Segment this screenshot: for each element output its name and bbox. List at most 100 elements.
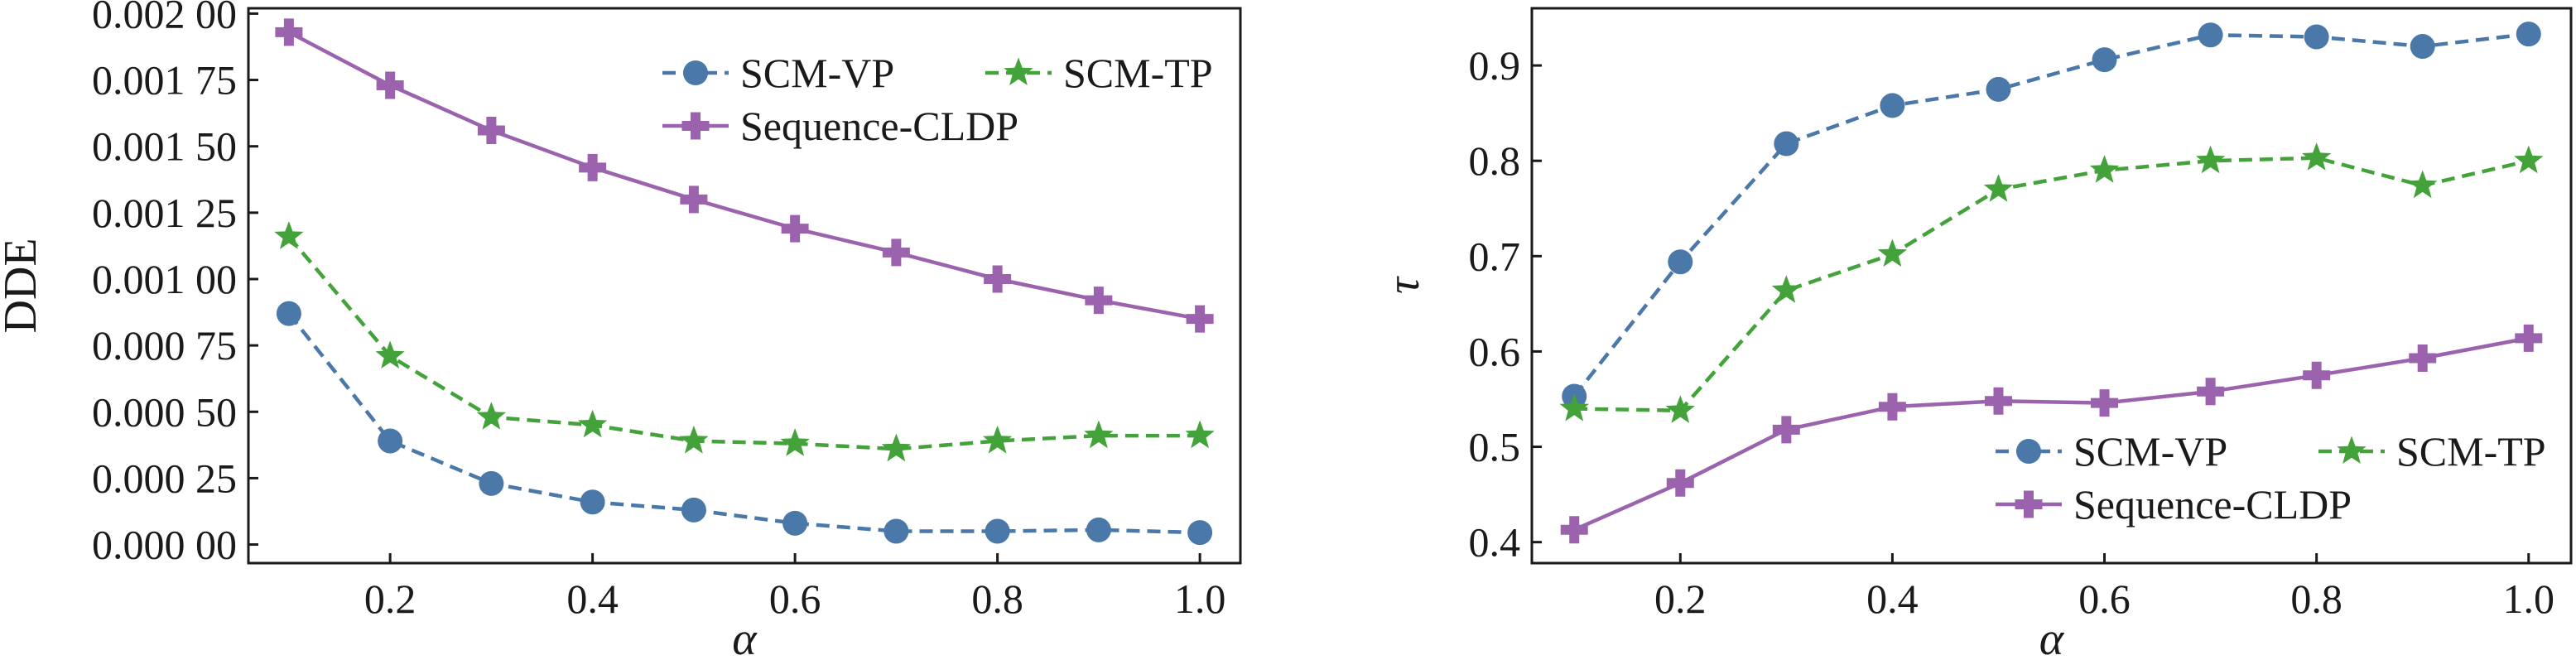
legend-label: Sequence-CLDP <box>740 103 1018 149</box>
data-point <box>1187 520 1213 546</box>
y-tick-label: 0.000 25 <box>92 455 237 501</box>
data-point <box>2092 47 2117 73</box>
y-tick-label: 0.001 00 <box>92 256 237 302</box>
y-axis-title: DDE <box>0 238 46 333</box>
data-point <box>1560 516 1588 544</box>
legend: SCM-VP SCM-TP Sequence-CLDP <box>662 50 1213 149</box>
series-line <box>1573 336 2530 532</box>
data-point <box>1185 420 1215 449</box>
data-point <box>679 425 709 454</box>
y-tick-label: 0.001 75 <box>92 57 237 104</box>
data-point <box>680 185 708 214</box>
data-point <box>982 425 1013 454</box>
data-point <box>1086 517 1111 542</box>
data-point <box>1666 469 1694 497</box>
data-point <box>2408 170 2438 199</box>
y-tick-label: 0.002 00 <box>92 0 237 36</box>
data-point <box>1668 249 1693 275</box>
legend-marker <box>2016 439 2041 464</box>
x-tick-label: 0.2 <box>364 576 416 622</box>
legend-marker <box>2337 436 2367 464</box>
data-point <box>881 433 912 462</box>
data-point <box>1085 287 1113 315</box>
legend-marker <box>681 112 710 140</box>
data-point <box>275 18 303 46</box>
series-sequence-cldp <box>1560 324 2543 544</box>
legend-marker <box>1004 57 1033 85</box>
data-point <box>781 214 809 243</box>
series-scm-vp <box>1562 22 2541 409</box>
data-point <box>276 301 301 326</box>
legend-marker <box>2015 490 2043 518</box>
data-point <box>479 470 504 496</box>
data-point <box>2303 361 2331 389</box>
legend-label: SCM-TP <box>1063 50 1213 96</box>
legend-item: Sequence-CLDP <box>1996 481 2352 528</box>
plot-frame <box>1530 7 2573 565</box>
legend-item: Sequence-CLDP <box>662 103 1018 149</box>
y-tick-label: 0.8 <box>1469 137 1521 184</box>
chart-panel-1: 0.000 00 0.000 25 0.000 50 0.000 75 0.001 00… <box>0 0 1242 660</box>
data-point <box>884 518 909 544</box>
legend: SCM-VP SCM-TP Sequence-CLDP <box>1996 428 2546 528</box>
x-tick-label: 0.4 <box>1866 576 1919 622</box>
x-tick-label: 0.8 <box>2290 576 2342 622</box>
data-point <box>1880 93 1905 118</box>
y-tick-label: 0.6 <box>1469 328 1521 374</box>
data-point <box>2516 22 2541 47</box>
data-point <box>2197 378 2225 406</box>
x-axis-title: α <box>732 614 758 660</box>
data-point <box>2198 22 2223 48</box>
data-point <box>882 238 910 267</box>
series-line <box>1572 31 2530 397</box>
series-line <box>287 312 1201 535</box>
x-tick-label: 0.4 <box>566 576 619 622</box>
data-point <box>1559 393 1589 422</box>
y-tick-label: 0.7 <box>1469 233 1521 279</box>
data-point <box>1983 174 2014 202</box>
legend-item: SCM-VP <box>662 50 894 96</box>
data-point <box>2195 145 2226 174</box>
data-point <box>1878 393 1906 421</box>
data-point <box>378 428 403 454</box>
y-tick-label: 0.4 <box>1469 519 1521 566</box>
legend-label: SCM-TP <box>2396 428 2546 475</box>
x-tick-label: 0.6 <box>2078 576 2131 622</box>
data-point <box>2514 145 2544 174</box>
y-tick-label: 0.000 00 <box>92 522 237 568</box>
data-point <box>780 428 810 456</box>
series-scm-tp <box>1559 142 2544 423</box>
x-axis-title: α <box>2039 614 2065 660</box>
y-tick-label: 0.000 50 <box>92 388 237 435</box>
data-point <box>580 489 605 515</box>
chart-panel-2: 0.4 0.5 0.6 0.7 0.8 0.9 0.2 0.4 0.6 0.8 1.0 α τ SCM-V… <box>1378 7 2573 660</box>
legend-label: SCM-VP <box>2073 428 2227 475</box>
data-point <box>1186 305 1214 333</box>
data-point <box>681 497 706 523</box>
y-tick-label: 0.001 50 <box>92 123 237 170</box>
data-point <box>1774 131 1799 157</box>
data-point <box>1771 275 1801 303</box>
data-point <box>2410 34 2435 60</box>
data-point <box>376 71 404 99</box>
legend-label: SCM-VP <box>740 50 894 96</box>
data-point <box>1665 395 1695 423</box>
data-point <box>1772 416 1800 444</box>
data-point <box>2515 324 2543 352</box>
data-point <box>477 116 505 144</box>
data-point <box>274 221 304 249</box>
data-point <box>985 518 1010 544</box>
y-tick-label: 0.9 <box>1469 42 1521 89</box>
data-point <box>2091 389 2119 417</box>
series-sequence-cldp <box>275 18 1214 333</box>
x-tick-label: 1.0 <box>2503 576 2555 622</box>
x-tick-label: 0.2 <box>1654 576 1707 622</box>
legend-marker <box>683 60 708 85</box>
series-line <box>287 30 1201 321</box>
y-axis-title: τ <box>1378 276 1429 294</box>
data-point <box>2409 344 2437 372</box>
data-point <box>1084 420 1114 449</box>
y-tick-label: 0.000 75 <box>92 322 237 369</box>
plot-frame <box>247 7 1242 565</box>
legend-item: SCM-VP <box>1996 428 2227 475</box>
